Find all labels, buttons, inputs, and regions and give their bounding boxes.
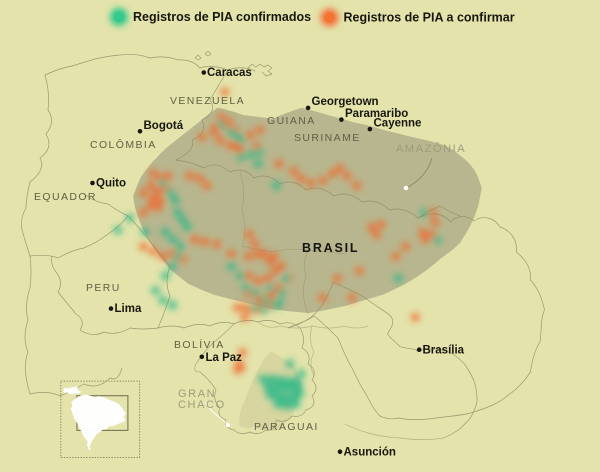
svg-text:EQUADOR: EQUADOR: [34, 191, 97, 203]
svg-text:Registros de PIA confirmados: Registros de PIA confirmados: [133, 10, 311, 24]
svg-text:Brasília: Brasília: [423, 345, 465, 357]
svg-text:Bogotá: Bogotá: [144, 120, 184, 132]
svg-text:BRASIL: BRASIL: [302, 241, 359, 255]
svg-text:Asunción: Asunción: [344, 447, 396, 459]
svg-text:PERU: PERU: [86, 282, 121, 294]
svg-text:AMAZÔNIA: AMAZÔNIA: [396, 142, 466, 155]
svg-text:VENEZUELA: VENEZUELA: [170, 95, 245, 107]
svg-text:Lima: Lima: [115, 303, 142, 315]
svg-text:Registros de PIA a confirmar: Registros de PIA a confirmar: [344, 11, 515, 25]
svg-text:Quito: Quito: [96, 178, 126, 190]
svg-text:SURINAME: SURINAME: [294, 132, 361, 144]
svg-text:Georgetown: Georgetown: [312, 96, 379, 108]
svg-text:CHACO: CHACO: [178, 399, 226, 411]
svg-text:BOLÍVIA: BOLÍVIA: [174, 338, 225, 351]
svg-text:Cayenne: Cayenne: [374, 118, 422, 130]
svg-text:COLÔMBIA: COLÔMBIA: [90, 138, 157, 151]
svg-text:Caracas: Caracas: [207, 67, 252, 79]
svg-text:PARAGUAI: PARAGUAI: [254, 421, 319, 433]
svg-text:La Paz: La Paz: [206, 352, 243, 364]
svg-text:GUIANA: GUIANA: [267, 115, 316, 127]
